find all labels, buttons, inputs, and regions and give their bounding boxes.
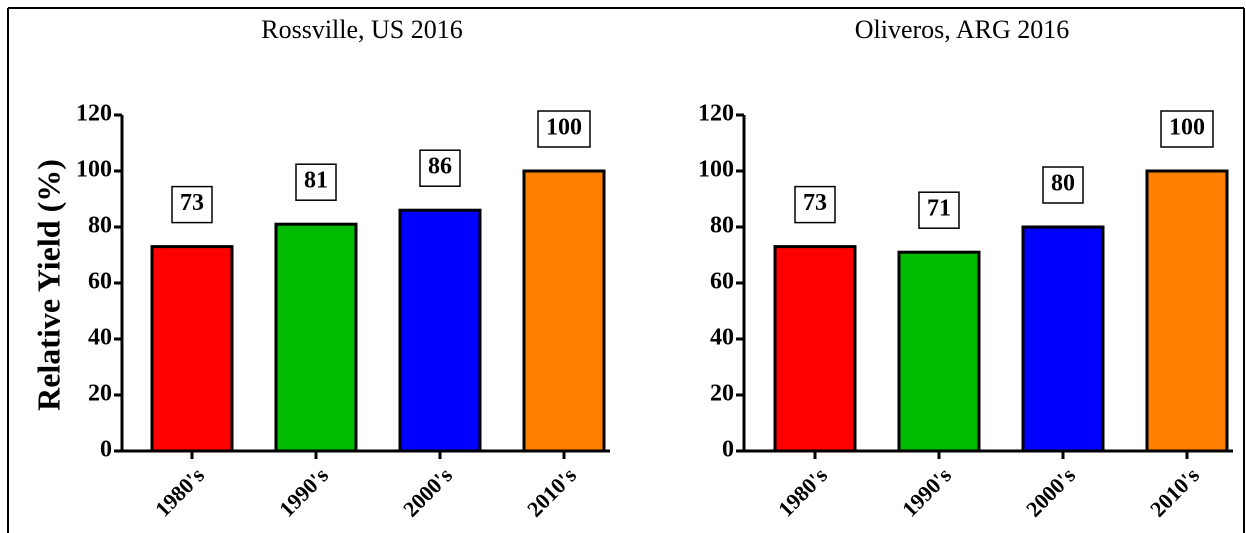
value-label-box: [1160, 110, 1214, 148]
bar: [773, 245, 857, 453]
value-label: 73: [803, 190, 827, 216]
y-tick-label: 0: [100, 437, 112, 463]
y-tick-label: 80: [710, 213, 734, 239]
bar: [274, 222, 358, 453]
chart-title: Rossville, US 2016: [261, 15, 463, 44]
y-tick-label: 60: [88, 269, 112, 295]
value-label-box: [794, 185, 836, 224]
value-label: 100: [1169, 115, 1205, 141]
value-label-box: [537, 110, 591, 148]
y-tick-label: 20: [710, 381, 734, 407]
y-axis-label: Relative Yield (%): [30, 159, 66, 411]
y-tick-label: 100: [76, 157, 112, 183]
value-label: 71: [927, 196, 951, 222]
x-tick-label: 2000's: [398, 462, 457, 521]
value-label: 81: [304, 168, 328, 194]
x-tick-label: 1990's: [897, 462, 956, 521]
bar: [1145, 169, 1229, 453]
bar: [522, 169, 606, 453]
value-label: 80: [1051, 171, 1075, 197]
chart-title: Oliveros, ARG 2016: [855, 15, 1070, 44]
value-label: 86: [428, 154, 452, 180]
x-tick-label: 2010's: [1145, 462, 1204, 521]
y-tick-label: 120: [76, 101, 112, 127]
y-tick-label: 80: [88, 213, 112, 239]
x-tick-label: 1980's: [150, 462, 209, 521]
value-label-box: [171, 185, 213, 224]
y-tick-label: 40: [88, 325, 112, 351]
y-tick-label: 0: [722, 437, 734, 463]
value-label: 100: [546, 115, 582, 141]
bar: [897, 250, 981, 453]
y-tick-label: 60: [710, 269, 734, 295]
x-tick-label: 1990's: [274, 462, 333, 521]
value-label-box: [419, 149, 461, 187]
value-label-box: [295, 163, 337, 201]
bar: [1021, 225, 1105, 453]
y-tick-label: 40: [710, 325, 734, 351]
value-label: 73: [180, 190, 204, 216]
value-label-box: [1042, 166, 1084, 204]
bar: [398, 208, 482, 453]
y-tick-label: 120: [698, 101, 734, 127]
x-tick-label: 1980's: [773, 462, 832, 521]
y-tick-label: 100: [698, 157, 734, 183]
y-tick-label: 20: [88, 381, 112, 407]
x-tick-label: 2010's: [522, 462, 581, 521]
bar: [150, 245, 234, 453]
x-tick-label: 2000's: [1021, 462, 1080, 521]
value-label-box: [918, 191, 960, 229]
